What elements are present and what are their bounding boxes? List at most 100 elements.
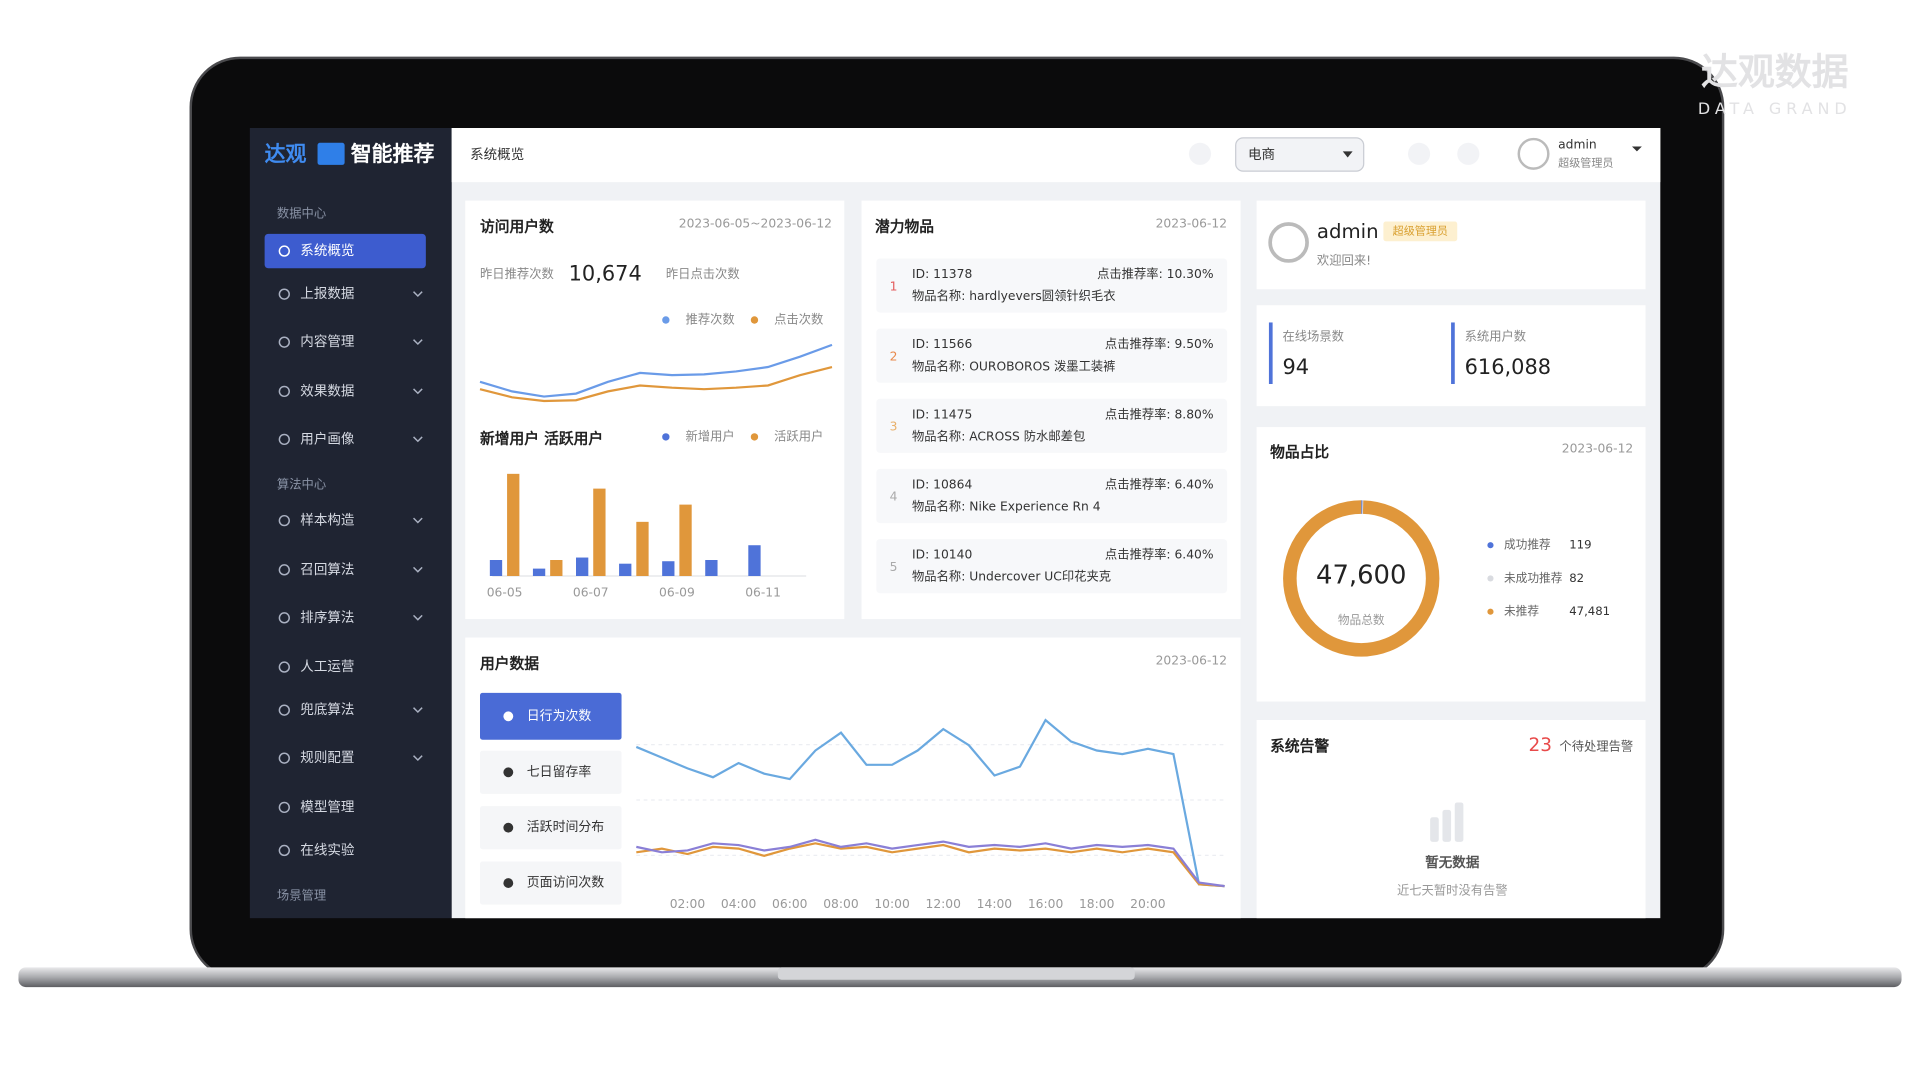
empty-note: 近七天暂时没有告警 (1397, 883, 1508, 898)
card-date: 2023-06-05~2023-06-12 (679, 217, 832, 231)
tab-label[interactable]: 七日留存率 (527, 764, 592, 780)
legend-dot (750, 433, 759, 441)
legend-dot (750, 316, 759, 324)
tab[interactable] (480, 692, 622, 740)
nav-icon (278, 801, 290, 814)
nav-item[interactable]: 样本构造 (300, 513, 355, 529)
item-row[interactable] (876, 539, 1228, 594)
nav-active[interactable] (264, 233, 426, 269)
item-row[interactable] (876, 398, 1228, 453)
nav-item[interactable]: 上报数据 (300, 286, 354, 302)
legend-value: 82 (1569, 571, 1584, 585)
item-name: 物品名称: Undercover UC印花夹克 (912, 569, 1111, 584)
empty-icon-bar (1454, 802, 1464, 842)
nav-item[interactable]: 在线实验 (300, 842, 355, 858)
x-tick-label: 10:00 (874, 897, 909, 911)
tab-icon (503, 711, 514, 722)
icon-button[interactable] (1457, 142, 1480, 165)
nav-chevron (413, 388, 423, 395)
item-rank: 5 (890, 560, 898, 574)
item-row[interactable] (876, 258, 1228, 313)
bar (576, 557, 589, 576)
summary-label: 系统用户数 (1465, 329, 1527, 344)
tab-label[interactable]: 活跃时间分布 (527, 820, 605, 835)
nav-icon (278, 752, 290, 764)
scene-select[interactable] (1235, 137, 1365, 172)
line-series (479, 365, 833, 403)
nav-item[interactable]: 模型管理 (300, 799, 355, 815)
tab-icon (503, 767, 514, 778)
user-role: 超级管理员 (1558, 156, 1613, 170)
user-name: admin (1558, 138, 1597, 152)
stat-bar (1268, 322, 1273, 384)
grid (636, 744, 1225, 856)
donut-total: 47,600 (1316, 560, 1406, 590)
nav-icon (278, 704, 290, 716)
nav-chevron (413, 291, 423, 298)
icon-button[interactable] (1188, 142, 1212, 165)
nav-item[interactable]: 内容管理 (300, 333, 355, 350)
nav-chevron (413, 614, 423, 621)
tab-label[interactable]: 页面访问次数 (527, 876, 605, 891)
stat-bar (1451, 322, 1455, 384)
card-date: 2023-06-12 (1156, 217, 1227, 231)
legend-label: 推荐次数 (686, 311, 735, 326)
role-badge-text: 超级管理员 (1393, 223, 1448, 237)
nav-item[interactable]: 规则配置 (300, 750, 354, 766)
item-rank: 3 (890, 420, 898, 434)
card-title: 潜力物品 (875, 218, 934, 236)
item-row[interactable] (876, 328, 1228, 383)
x-tick-label: 06-09 (659, 586, 695, 600)
nav-icon (278, 661, 290, 673)
greeting: 欢迎回来! (1317, 252, 1371, 267)
avatar[interactable] (1517, 137, 1550, 170)
nav-icon (278, 514, 290, 527)
icon-button[interactable] (1408, 142, 1431, 165)
x-tick-label: 06-07 (573, 586, 609, 600)
nav-item[interactable]: 排序算法 (300, 610, 354, 626)
tab-icon (503, 878, 514, 888)
item-id: ID: 10864 (912, 477, 972, 491)
card-title: 访问用户数 (480, 218, 554, 236)
tab[interactable] (480, 861, 622, 905)
summary-label: 在线场景数 (1282, 329, 1344, 344)
item-name: 物品名称: OUROBOROS 泼墨工装裤 (912, 358, 1115, 373)
nav-icon (278, 433, 290, 446)
legend-dot (662, 433, 670, 441)
brand: 达观 (265, 142, 307, 166)
item-rate: 点击推荐率: 8.80% (1105, 406, 1214, 421)
nav-item[interactable]: 效果数据 (300, 383, 354, 399)
stat-value: 10,674 (569, 261, 642, 285)
nav-chevron (413, 755, 423, 762)
nav-item[interactable]: 兜底算法 (300, 702, 354, 718)
bar (748, 545, 761, 576)
legend-label: 新增用户 (686, 428, 735, 443)
nav-chevron (413, 339, 423, 346)
alert-count: 23 (1529, 735, 1552, 756)
legend-label: 点击次数 (774, 311, 823, 326)
legend-dot (1487, 575, 1494, 582)
nav-icon (278, 612, 290, 624)
bar (705, 560, 718, 576)
x-tick-label: 16:00 (1028, 897, 1063, 911)
nav-chevron (413, 566, 423, 573)
nav-item[interactable]: 用户画像 (300, 430, 355, 447)
bar (662, 561, 675, 576)
nav-item[interactable]: 系统概览 (300, 243, 354, 259)
bar (507, 473, 520, 576)
nav-item[interactable]: 召回算法 (300, 562, 354, 578)
item-rate: 点击推荐率: 9.50% (1105, 336, 1214, 351)
page-title: 系统概览 (470, 147, 524, 163)
item-id: ID: 10140 (912, 548, 972, 562)
item-rate: 点击推荐率: 6.40% (1105, 547, 1214, 562)
tab[interactable] (480, 750, 622, 794)
scene-value[interactable]: 电商 (1248, 147, 1275, 163)
tab-label[interactable]: 日行为次数 (527, 709, 592, 724)
item-rank: 1 (890, 279, 898, 293)
nav-item[interactable]: 人工运营 (300, 659, 354, 675)
donut-total-label: 物品总数 (1338, 613, 1385, 627)
tab[interactable] (480, 806, 622, 850)
legend-label: 未推荐 (1504, 604, 1539, 618)
item-row[interactable] (876, 468, 1228, 524)
